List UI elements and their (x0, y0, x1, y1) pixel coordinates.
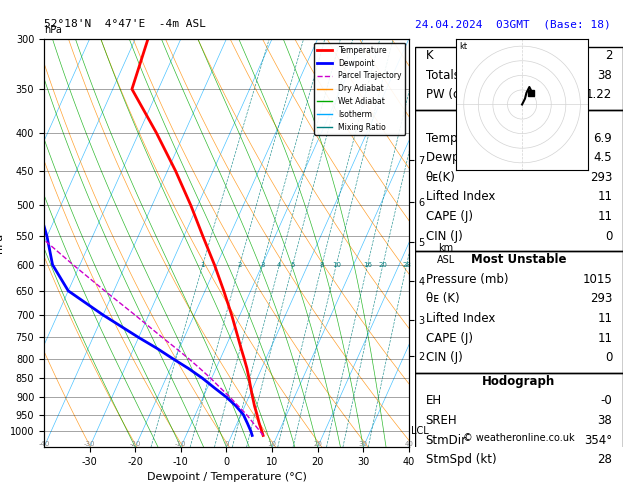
X-axis label: Dewpoint / Temperature (°C): Dewpoint / Temperature (°C) (147, 472, 306, 483)
Text: CIN (J): CIN (J) (426, 351, 462, 364)
Text: StmSpd (kt): StmSpd (kt) (426, 453, 496, 466)
Text: θᴇ(K): θᴇ(K) (426, 171, 455, 184)
Text: -30: -30 (84, 441, 96, 447)
Text: SREH: SREH (426, 414, 457, 427)
Text: PW (cm): PW (cm) (426, 88, 475, 101)
Text: -10: -10 (175, 441, 187, 447)
Text: © weatheronline.co.uk: © weatheronline.co.uk (463, 433, 575, 443)
Text: 30: 30 (359, 441, 368, 447)
Text: 10: 10 (332, 262, 341, 268)
Text: 6.9: 6.9 (594, 132, 613, 144)
Text: StmDir: StmDir (426, 434, 467, 447)
Text: CAPE (J): CAPE (J) (426, 210, 472, 223)
Bar (415, 251, 623, 373)
Text: 0: 0 (605, 351, 613, 364)
Text: 38: 38 (598, 69, 613, 82)
Text: Most Unstable: Most Unstable (471, 253, 567, 266)
Text: 1.22: 1.22 (586, 88, 613, 101)
Text: 28: 28 (402, 262, 411, 268)
Text: 20: 20 (379, 262, 387, 268)
Text: 24.04.2024  03GMT  (Base: 18): 24.04.2024 03GMT (Base: 18) (415, 19, 611, 29)
Text: 2: 2 (605, 49, 613, 62)
Text: 52°18'N  4°47'E  -4m ASL: 52°18'N 4°47'E -4m ASL (44, 19, 206, 29)
Y-axis label: km
ASL: km ASL (437, 243, 455, 264)
Bar (415, 373, 623, 475)
Text: K: K (426, 49, 433, 62)
Text: EH: EH (426, 395, 442, 407)
Text: 0: 0 (605, 229, 613, 243)
Text: 5: 5 (291, 262, 295, 268)
Text: Lifted Index: Lifted Index (426, 191, 495, 203)
Text: 8: 8 (320, 262, 324, 268)
Text: 4: 4 (277, 262, 282, 268)
Text: 3: 3 (260, 262, 265, 268)
Text: 1015: 1015 (582, 273, 613, 286)
Text: -40: -40 (38, 441, 50, 447)
Text: 20: 20 (313, 441, 322, 447)
Text: CAPE (J): CAPE (J) (426, 331, 472, 345)
Text: Hodograph: Hodograph (482, 375, 555, 388)
Text: LCL: LCL (411, 426, 429, 436)
Text: 1: 1 (201, 262, 205, 268)
Text: 4.5: 4.5 (594, 151, 613, 164)
Text: 293: 293 (590, 293, 613, 305)
Text: hPa: hPa (44, 25, 62, 35)
Text: Surface: Surface (494, 112, 544, 125)
Y-axis label: hPa: hPa (0, 233, 4, 253)
Text: 16: 16 (363, 262, 372, 268)
Text: 11: 11 (598, 191, 613, 203)
Text: Temp (°C): Temp (°C) (426, 132, 484, 144)
Text: 2: 2 (238, 262, 242, 268)
Text: 11: 11 (598, 210, 613, 223)
Text: 11: 11 (598, 331, 613, 345)
Text: 11: 11 (598, 312, 613, 325)
Text: Pressure (mb): Pressure (mb) (426, 273, 508, 286)
Text: Lifted Index: Lifted Index (426, 312, 495, 325)
Text: 28: 28 (598, 453, 613, 466)
Text: kt: kt (459, 42, 467, 51)
Text: 354°: 354° (584, 434, 613, 447)
Text: 38: 38 (598, 414, 613, 427)
Bar (415, 110, 623, 251)
Text: Dewp (°C): Dewp (°C) (426, 151, 486, 164)
Text: 40: 40 (404, 441, 413, 447)
Bar (415, 47, 623, 110)
Text: -20: -20 (130, 441, 141, 447)
Text: -0: -0 (601, 395, 613, 407)
Text: Totals Totals: Totals Totals (426, 69, 497, 82)
Text: 293: 293 (590, 171, 613, 184)
Text: 10: 10 (267, 441, 277, 447)
Text: CIN (J): CIN (J) (426, 229, 462, 243)
Legend: Temperature, Dewpoint, Parcel Trajectory, Dry Adiabat, Wet Adiabat, Isotherm, Mi: Temperature, Dewpoint, Parcel Trajectory… (314, 43, 405, 135)
Text: θᴇ (K): θᴇ (K) (426, 293, 459, 305)
Text: 0: 0 (224, 441, 229, 447)
